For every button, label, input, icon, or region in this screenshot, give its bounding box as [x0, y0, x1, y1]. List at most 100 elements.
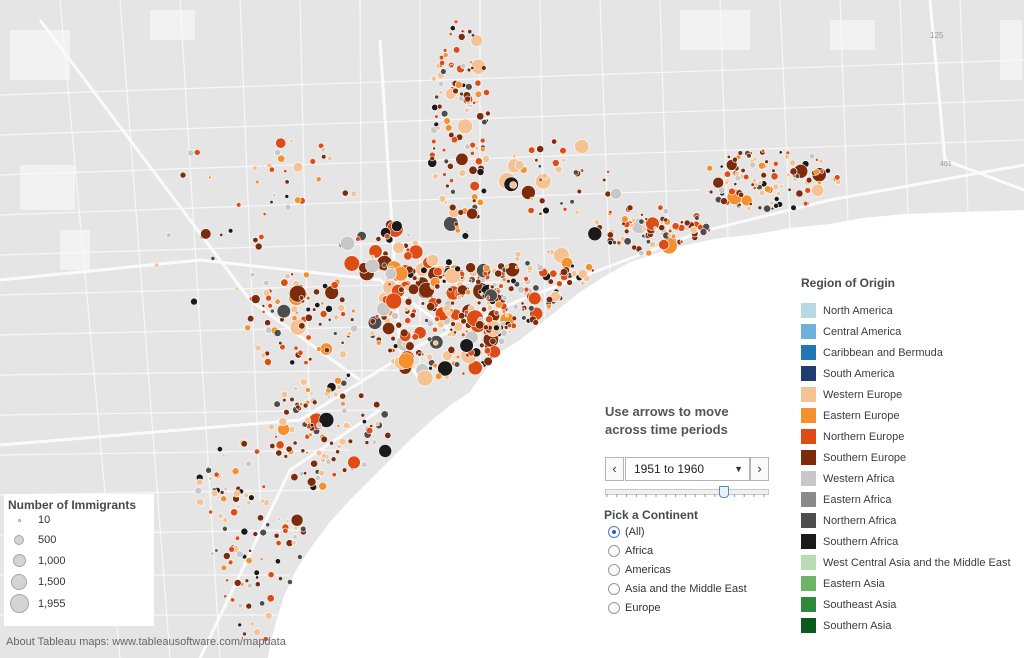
continent-option[interactable]: Asia and the Middle East	[608, 583, 747, 595]
immigrant-dot[interactable]	[464, 143, 471, 150]
immigrant-dot[interactable]	[395, 321, 403, 329]
immigrant-dot[interactable]	[536, 264, 544, 272]
immigrant-dot[interactable]	[375, 339, 382, 346]
immigrant-dot[interactable]	[453, 19, 459, 24]
immigrant-dot[interactable]	[458, 169, 466, 177]
immigrant-dot[interactable]	[657, 204, 664, 211]
immigrant-dot[interactable]	[748, 201, 753, 206]
immigrant-dot[interactable]	[259, 557, 264, 562]
immigrant-dot[interactable]	[454, 227, 461, 234]
immigrant-dot[interactable]	[480, 65, 487, 71]
immigrant-dot[interactable]	[794, 173, 801, 179]
immigrant-dot[interactable]	[279, 344, 286, 351]
immigrant-dot[interactable]	[621, 215, 629, 223]
immigrant-dot[interactable]	[457, 118, 473, 135]
immigrant-dot[interactable]	[252, 531, 259, 537]
immigrant-dot[interactable]	[474, 79, 482, 87]
immigrant-dot[interactable]	[719, 164, 724, 169]
immigrant-dot[interactable]	[208, 509, 213, 515]
immigrant-dot[interactable]	[378, 444, 393, 458]
immigrant-dot[interactable]	[190, 297, 198, 306]
immigrant-dot[interactable]	[339, 392, 347, 400]
immigrant-dot[interactable]	[407, 283, 420, 295]
immigrant-dot[interactable]	[282, 527, 289, 534]
immigrant-dot[interactable]	[474, 157, 483, 166]
immigrant-dot[interactable]	[236, 202, 242, 208]
immigrant-dot[interactable]	[773, 196, 780, 202]
immigrant-dot[interactable]	[222, 517, 229, 523]
continent-option[interactable]: Americas	[608, 564, 671, 576]
immigrant-dot[interactable]	[318, 322, 323, 327]
immigrant-dot[interactable]	[452, 87, 459, 95]
immigrant-dot[interactable]	[547, 278, 554, 285]
immigrant-dot[interactable]	[445, 124, 453, 132]
radio-button[interactable]	[608, 564, 620, 576]
immigrant-dot[interactable]	[746, 152, 752, 159]
immigrant-dot[interactable]	[230, 508, 238, 517]
immigrant-dot[interactable]	[461, 371, 466, 376]
immigrant-dot[interactable]	[445, 258, 453, 266]
immigrant-dot[interactable]	[217, 513, 224, 519]
immigrant-dot[interactable]	[300, 448, 306, 454]
immigrant-dot[interactable]	[608, 210, 613, 215]
immigrant-dot[interactable]	[265, 294, 272, 302]
immigrant-dot[interactable]	[559, 147, 567, 155]
immigrant-dot[interactable]	[480, 187, 488, 195]
immigrant-dot[interactable]	[345, 372, 351, 378]
immigrant-dot[interactable]	[758, 189, 766, 197]
immigrant-dot[interactable]	[275, 440, 285, 450]
immigrant-dot[interactable]	[307, 432, 313, 438]
immigrant-dot[interactable]	[679, 239, 684, 244]
immigrant-dot[interactable]	[350, 324, 359, 333]
immigrant-dot[interactable]	[261, 309, 266, 314]
immigrant-dot[interactable]	[454, 265, 461, 273]
immigrant-dot[interactable]	[347, 438, 354, 444]
immigrant-dot[interactable]	[569, 199, 575, 205]
immigrant-dot[interactable]	[428, 366, 433, 371]
immigrant-dot[interactable]	[384, 431, 392, 439]
immigrant-dot[interactable]	[468, 278, 473, 283]
immigrant-dot[interactable]	[466, 67, 472, 73]
immigrant-dot[interactable]	[773, 203, 779, 209]
immigrant-dot[interactable]	[384, 233, 391, 240]
immigrant-dot[interactable]	[778, 150, 783, 155]
immigrant-dot[interactable]	[441, 278, 447, 284]
immigrant-dot[interactable]	[746, 205, 752, 211]
immigrant-dot[interactable]	[438, 54, 445, 61]
immigrant-dot[interactable]	[205, 466, 212, 474]
immigrant-dot[interactable]	[412, 275, 418, 281]
immigrant-dot[interactable]	[303, 271, 310, 279]
immigrant-dot[interactable]	[196, 498, 205, 506]
immigrant-dot[interactable]	[276, 304, 291, 319]
immigrant-dot[interactable]	[808, 153, 816, 160]
immigrant-dot[interactable]	[532, 319, 539, 326]
immigrant-dot[interactable]	[223, 486, 228, 492]
immigrant-dot[interactable]	[528, 305, 535, 312]
immigrant-dot[interactable]	[338, 437, 347, 446]
immigrant-dot[interactable]	[450, 136, 459, 144]
immigrant-dot[interactable]	[350, 190, 357, 198]
immigrant-dot[interactable]	[834, 174, 841, 181]
immigrant-dot[interactable]	[278, 341, 283, 346]
immigrant-dot[interactable]	[405, 247, 411, 253]
immigrant-dot[interactable]	[494, 269, 503, 278]
immigrant-dot[interactable]	[813, 168, 821, 176]
immigrant-dot[interactable]	[322, 283, 329, 290]
immigrant-dot[interactable]	[490, 284, 495, 290]
continent-option[interactable]: Africa	[608, 545, 653, 557]
immigrant-dot[interactable]	[290, 305, 299, 314]
immigrant-dot[interactable]	[658, 239, 670, 251]
immigrant-dot[interactable]	[210, 551, 215, 556]
immigrant-dot[interactable]	[825, 167, 831, 174]
immigrant-dot[interactable]	[247, 315, 255, 323]
immigrant-dot[interactable]	[259, 600, 266, 607]
immigrant-dot[interactable]	[365, 258, 380, 273]
immigrant-dot[interactable]	[536, 145, 545, 153]
immigrant-dot[interactable]	[485, 110, 491, 117]
immigrant-dot[interactable]	[574, 209, 580, 215]
region-legend-item[interactable]: Eastern Europe	[796, 405, 1022, 426]
immigrant-dot[interactable]	[662, 208, 669, 215]
immigrant-dot[interactable]	[292, 162, 304, 173]
immigrant-dot[interactable]	[483, 347, 492, 355]
immigrant-dot[interactable]	[501, 295, 508, 301]
